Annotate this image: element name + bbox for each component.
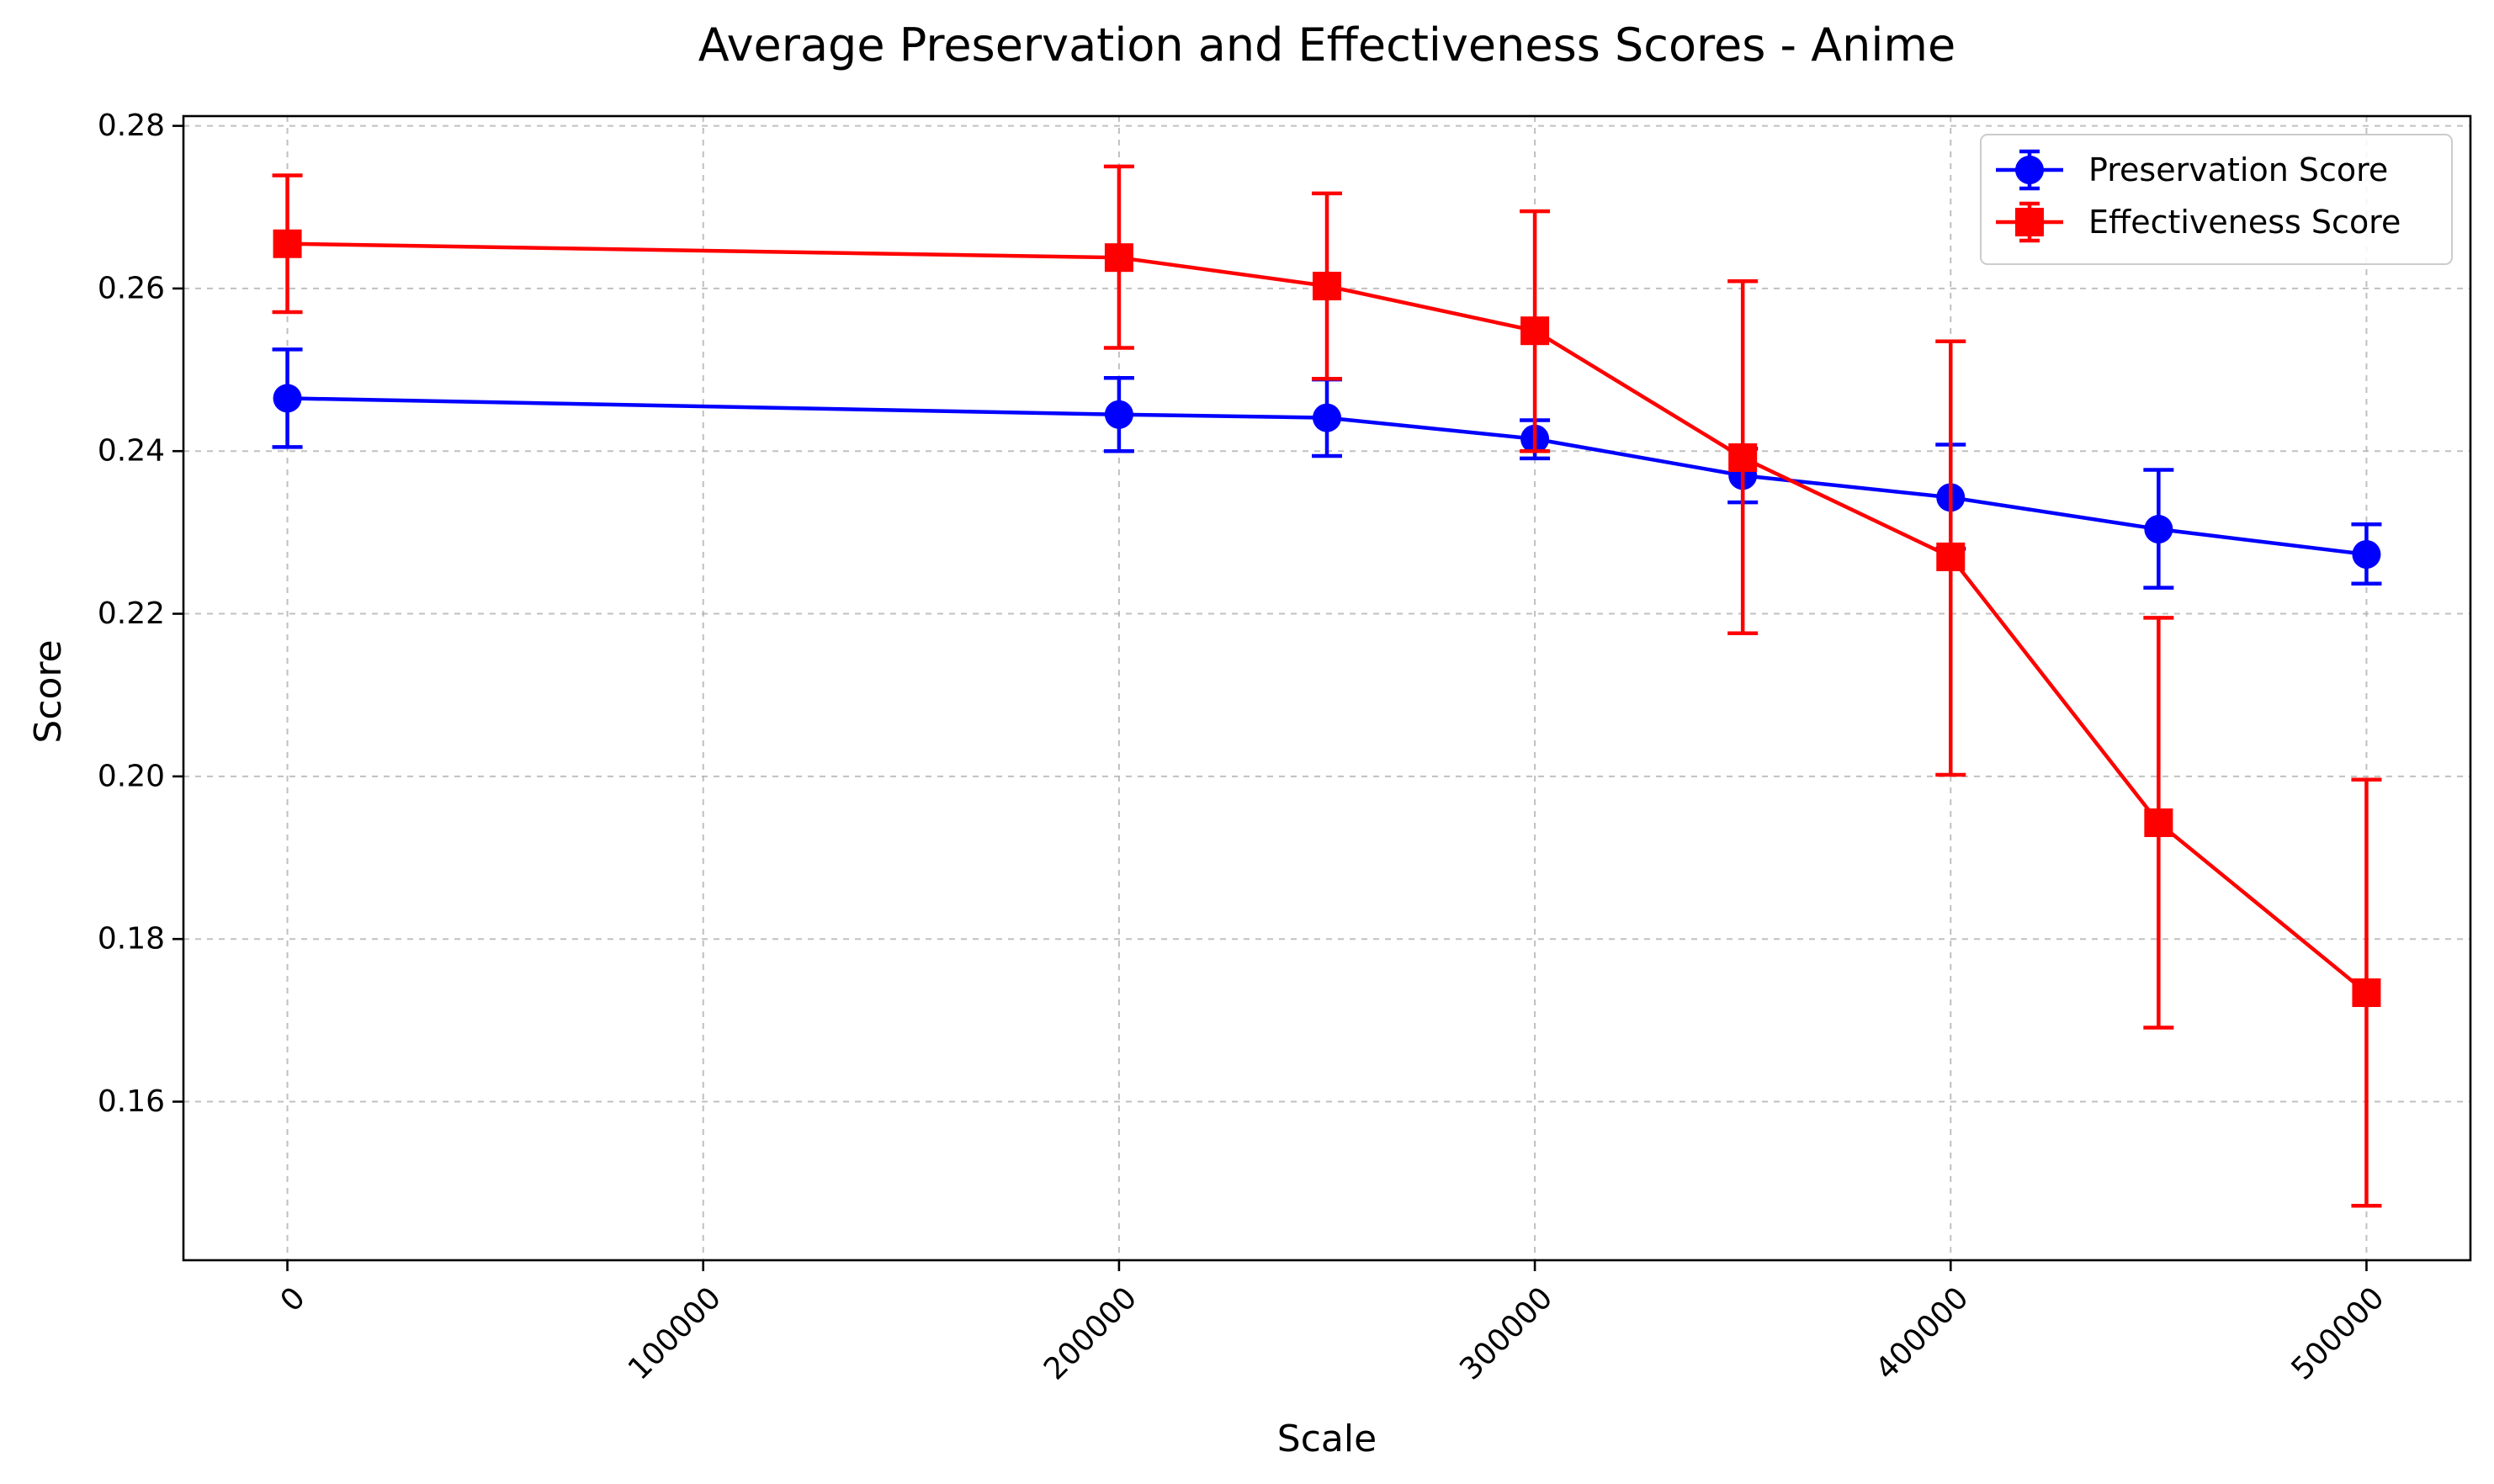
data-point — [1520, 316, 1550, 346]
chart-title: Average Preservation and Effectiveness S… — [698, 19, 1955, 72]
legend-item: Effectiveness Score — [1996, 201, 2401, 243]
plot-series — [272, 164, 2382, 1208]
x-tick-label: 100000 — [622, 1280, 728, 1386]
data-point — [1728, 443, 1758, 472]
series-line — [287, 241, 2368, 994]
y-tick-label: 0.18 — [98, 922, 165, 957]
y-tick-label: 0.28 — [98, 109, 165, 143]
legend: Preservation Score Effectiveness Score — [1980, 134, 2453, 265]
legend-marker — [2015, 156, 2044, 184]
data-point — [2352, 978, 2381, 1007]
axis-ticks: 0 100000 200000 300000 400000 500000 0.16 0.18 0… — [98, 109, 2391, 1386]
data-point — [273, 229, 302, 258]
x-tick-label: 300000 — [1453, 1280, 1559, 1386]
x-axis-label: Scale — [1277, 1418, 1377, 1460]
y-tick-label: 0.20 — [98, 759, 165, 793]
legend-box — [1980, 134, 2453, 265]
data-point — [1104, 400, 1133, 429]
x-tick-label: 0 — [274, 1280, 312, 1318]
y-tick-label: 0.26 — [98, 271, 165, 305]
x-tick-label: 400000 — [1869, 1280, 1975, 1386]
data-point — [1936, 542, 1966, 571]
axes-frame — [182, 114, 2472, 1262]
series-preservation-score — [272, 347, 2382, 590]
data-point — [1313, 272, 1341, 301]
legend-label: Preservation Score — [2088, 151, 2388, 188]
data-point — [2352, 539, 2381, 569]
x-tick-label: 500000 — [2285, 1280, 2391, 1386]
data-point — [273, 384, 302, 413]
data-point — [1104, 243, 1133, 273]
y-tick-label: 0.24 — [98, 434, 165, 469]
x-tick-label: 200000 — [1037, 1280, 1144, 1386]
series-line — [287, 396, 2367, 557]
data-point — [2144, 808, 2173, 837]
data-point — [2144, 515, 2173, 544]
legend-marker — [2015, 208, 2044, 236]
y-axis-label: Score — [27, 639, 70, 743]
y-tick-label: 0.22 — [98, 596, 165, 631]
legend-item: Preservation Score — [1996, 149, 2388, 191]
data-point — [1313, 403, 1341, 432]
series-effectiveness-score — [272, 164, 2382, 1208]
legend-label: Effectiveness Score — [2088, 204, 2401, 241]
y-tick-label: 0.16 — [98, 1084, 165, 1119]
